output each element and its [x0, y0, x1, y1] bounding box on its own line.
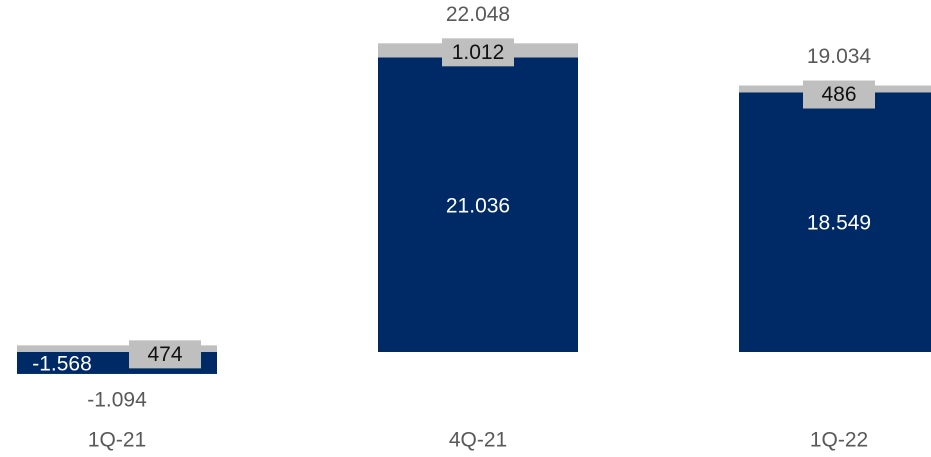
bar-segment: [378, 57, 578, 352]
total-label: 19.034: [807, 45, 872, 68]
value-label: 18.549: [807, 212, 871, 235]
value-label: 21.036: [446, 194, 510, 217]
value-label: 486: [821, 83, 856, 106]
x-tick-label: 1Q-22: [810, 429, 868, 452]
x-tick-label: 1Q-21: [88, 429, 146, 452]
bar-segment: [17, 345, 217, 352]
total-label: -1.094: [87, 388, 147, 411]
bar-segment: [739, 92, 931, 353]
x-tick-label: 4Q-21: [449, 429, 507, 452]
label-bg: [129, 340, 201, 369]
value-label: 474: [147, 343, 182, 366]
label-bg: [442, 38, 514, 67]
label-bg: [803, 80, 875, 109]
value-label: -1.568: [32, 353, 92, 376]
total-label: 22.048: [446, 3, 510, 26]
value-label: 1.012: [452, 41, 505, 64]
